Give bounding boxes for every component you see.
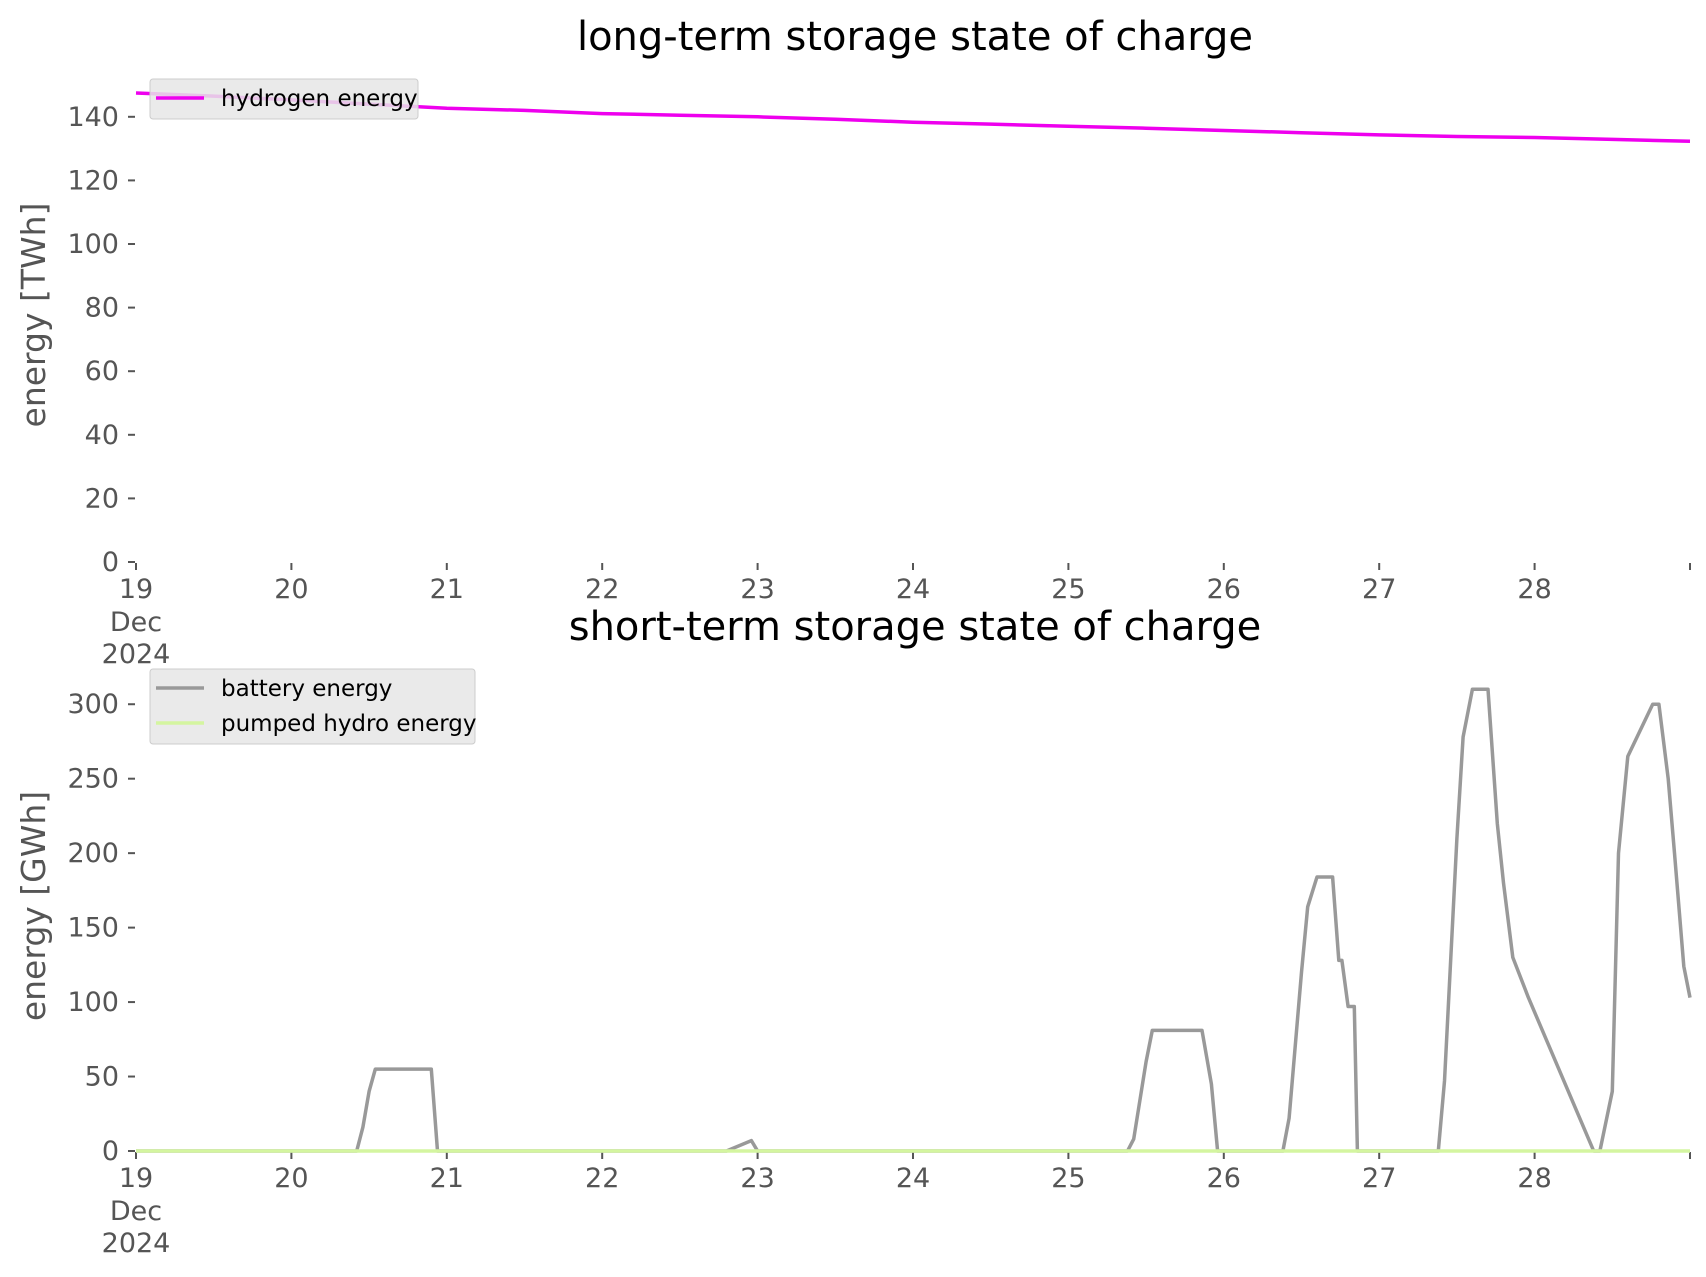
x-tick-sublabel: Dec: [110, 607, 162, 638]
y-tick-label: 200: [67, 838, 119, 869]
x-tick-label: 26: [1207, 1163, 1241, 1194]
x-tick-label: 19: [119, 574, 153, 605]
x-tick-sublabel: 2024: [102, 1228, 171, 1259]
y-tick-label: 40: [85, 420, 119, 451]
x-tick-label: 22: [585, 1163, 619, 1194]
y-tick-label: 80: [85, 293, 119, 324]
legend-label: battery energy: [221, 676, 392, 702]
series-group: [136, 687, 1692, 1153]
legend-label: pumped hydro energy: [221, 711, 477, 737]
chart-short-term: short-term storage state of charge energ…: [14, 604, 1692, 1259]
y-tick-label: 60: [85, 356, 119, 387]
x-tick-label: 25: [1051, 574, 1085, 605]
y-ticks: 0 50 100 150 200 250 300: [67, 689, 135, 1167]
y-tick-label: 140: [67, 102, 119, 133]
x-tick-label: 24: [896, 574, 930, 605]
x-tick-label: 23: [740, 574, 774, 605]
y-axis-label: energy [TWh]: [14, 203, 53, 428]
x-tick-label: 28: [1517, 1163, 1551, 1194]
y-tick-label: 120: [67, 165, 119, 196]
y-tick-label: 100: [67, 229, 119, 260]
legend-box: [149, 668, 476, 745]
x-tick-label: 22: [585, 574, 619, 605]
x-tick-label: 21: [430, 1163, 464, 1194]
y-ticks: 0 20 40 60 80 100 120 140: [67, 102, 135, 578]
x-tick-label: 27: [1362, 1163, 1396, 1194]
series-line: [136, 687, 1692, 1153]
legend[interactable]: hydrogen energy: [149, 78, 419, 120]
x-tick-label: 24: [896, 1163, 930, 1194]
x-tick-label: 27: [1362, 574, 1396, 605]
y-tick-label: 100: [67, 987, 119, 1018]
x-tick-label: 26: [1207, 574, 1241, 605]
x-tick-label: 28: [1517, 574, 1551, 605]
x-tick-label: 19: [119, 1163, 153, 1194]
y-axis-label: energy [GWh]: [14, 791, 53, 1021]
y-tick-label: 50: [85, 1062, 119, 1093]
y-tick-label: 0: [102, 1136, 119, 1167]
x-tick-label: 23: [740, 1163, 774, 1194]
chart-long-term: long-term storage state of charge energy…: [14, 14, 1691, 670]
legend-label: hydrogen energy: [221, 86, 418, 112]
x-tick-label: 21: [430, 574, 464, 605]
legend-box: [149, 78, 419, 120]
y-tick-label: 300: [67, 689, 119, 720]
x-tick-sublabel: 2024: [102, 639, 171, 670]
x-tick-label: 25: [1051, 1163, 1085, 1194]
y-tick-label: 250: [67, 764, 119, 795]
y-tick-label: 20: [85, 483, 119, 514]
y-tick-label: 150: [67, 913, 119, 944]
x-tick-label: 20: [274, 1163, 308, 1194]
chart-title: short-term storage state of charge: [569, 604, 1262, 650]
x-tick-label: 20: [274, 574, 308, 605]
x-tick-sublabel: Dec: [110, 1196, 162, 1227]
chart-title: long-term storage state of charge: [577, 14, 1253, 60]
legend[interactable]: battery energy pumped hydro energy: [149, 668, 477, 745]
y-tick-label: 0: [102, 547, 119, 578]
